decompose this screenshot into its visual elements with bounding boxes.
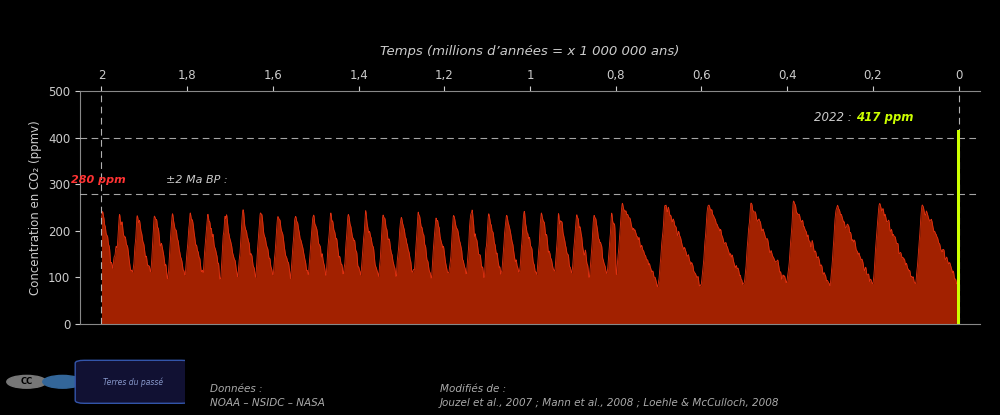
Text: 417 ppm: 417 ppm: [856, 111, 913, 124]
Bar: [957, 130, 960, 324]
Title: Temps (millions d’années = x 1 000 000 ans): Temps (millions d’années = x 1 000 000 a…: [380, 45, 680, 58]
Text: ±2 Ma BP :: ±2 Ma BP :: [166, 175, 231, 185]
Text: NOAA – NSIDC – NASA: NOAA – NSIDC – NASA: [210, 398, 325, 408]
Circle shape: [43, 376, 82, 388]
Text: 2022 :: 2022 :: [814, 111, 856, 124]
Y-axis label: Concentration en CO₂ (ppmv): Concentration en CO₂ (ppmv): [29, 120, 42, 295]
Text: Jouzel et al., 2007 ; Mann et al., 2008 ; Loehle & McCulloch, 2008: Jouzel et al., 2007 ; Mann et al., 2008 …: [440, 398, 780, 408]
FancyBboxPatch shape: [75, 360, 190, 403]
Text: Terres du passé: Terres du passé: [103, 377, 163, 386]
Circle shape: [7, 376, 46, 388]
Text: CC: CC: [20, 377, 33, 386]
Text: Données :: Données :: [210, 384, 262, 394]
Text: 280 ppm: 280 ppm: [71, 175, 126, 185]
Text: Modifiés de :: Modifiés de :: [440, 384, 506, 394]
